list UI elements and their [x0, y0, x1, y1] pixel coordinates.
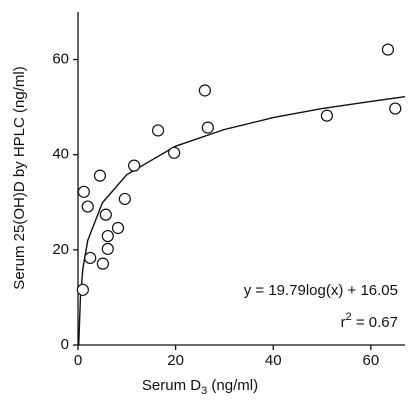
y-axis-title: Serum 25(OH)D by HPLC (ng/ml) — [11, 66, 28, 289]
point — [99, 208, 112, 221]
point — [81, 200, 94, 213]
point — [101, 242, 114, 256]
point — [96, 257, 109, 270]
annotation-suffix: = 0.67 — [352, 314, 398, 331]
x-axis-title-suffix: (ng/ml) — [207, 377, 258, 394]
point — [77, 185, 90, 198]
annotation: r2 = 0.67 — [341, 311, 398, 331]
point — [389, 102, 402, 115]
y-tick-label: 0 — [61, 336, 69, 353]
y-tick-label: 40 — [52, 146, 69, 163]
point — [128, 159, 141, 172]
point — [118, 192, 131, 206]
point — [201, 121, 214, 134]
point — [101, 229, 114, 243]
point — [198, 84, 211, 97]
x-axis-title: Serum D3 (ng/ml) — [142, 377, 258, 397]
x-tick-label: 20 — [167, 352, 184, 369]
fit-line — [78, 95, 406, 346]
y-tick-label: 60 — [52, 51, 69, 68]
point — [151, 124, 165, 137]
point — [111, 221, 125, 235]
annotation-superscript: 2 — [346, 311, 352, 323]
annotation-text: r — [341, 314, 346, 331]
point — [76, 283, 89, 296]
x-tick-label: 40 — [265, 352, 282, 369]
point — [84, 251, 97, 265]
x-tick-label: 0 — [74, 352, 82, 369]
x-axis-title-subscript: 3 — [201, 385, 207, 397]
point — [320, 109, 334, 122]
point — [168, 146, 181, 159]
x-axis-title-text: Serum D — [142, 377, 201, 394]
annotation: y = 19.79log(x) + 16.05 — [244, 282, 398, 299]
point — [93, 169, 107, 182]
y-tick-label: 20 — [52, 241, 69, 258]
point — [381, 43, 395, 56]
x-tick-label: 60 — [362, 352, 379, 369]
